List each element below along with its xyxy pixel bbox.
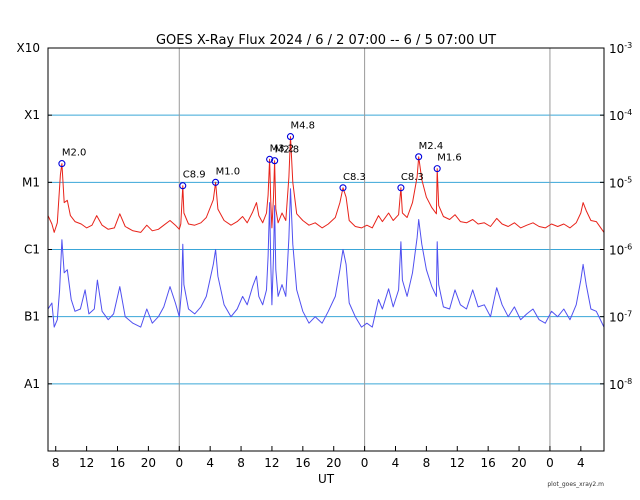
right-tick-base: 10 <box>609 378 624 392</box>
right-tick-base: 10 <box>609 311 624 325</box>
x-tick-label-12: 8 <box>423 456 431 470</box>
flare-label-1: C8.9 <box>183 170 206 181</box>
level-label-B1: B1 <box>24 310 40 324</box>
flare-marker-5 <box>286 133 295 141</box>
flare-marker-0 <box>58 160 66 168</box>
right-tick-label-1: 10-4 <box>609 108 632 123</box>
right-tick-exponent: -8 <box>624 377 632 386</box>
flare-label-4: M2.8 <box>275 145 300 156</box>
x-tick-label-3: 20 <box>141 456 156 470</box>
flare-label-0: M2.0 <box>62 148 87 159</box>
flare-label-6: C8.3 <box>343 172 366 183</box>
right-tick-base: 10 <box>609 244 624 258</box>
right-tick-label-0: 10-3 <box>609 41 632 56</box>
x-tick-label-4: 0 <box>175 456 183 470</box>
right-tick-exponent: -4 <box>624 108 632 117</box>
x-tick-label-9: 20 <box>326 456 341 470</box>
flare-markers-layer: M2.0 C8.9 M1.0 M3.2M2.8 M4.8 C8.3 C8.3 M2.4M1.6 <box>58 121 462 192</box>
flare-marker-6 <box>339 184 347 192</box>
x-tick-label-1: 12 <box>79 456 94 470</box>
footer-filename: plot_goes_xray2.m <box>547 481 604 488</box>
flare-label-2: M1.0 <box>216 166 241 177</box>
x-tick-label-8: 16 <box>295 456 310 470</box>
x-tick-label-0: 8 <box>52 456 60 470</box>
x-tick-label-11: 4 <box>392 456 400 470</box>
x-tick-label-15: 20 <box>511 456 526 470</box>
flare-marker-3 <box>266 155 274 163</box>
x-axis-label: UT <box>318 472 335 486</box>
level-label-A1: A1 <box>24 377 40 391</box>
x-tick-label-7: 12 <box>264 456 279 470</box>
level-label-X1: X1 <box>24 108 40 122</box>
x-tick-label-13: 12 <box>450 456 465 470</box>
x-tick-label-17: 4 <box>577 456 585 470</box>
right-tick-label-5: 10-8 <box>609 377 632 392</box>
series-layer <box>47 136 605 328</box>
grid-layer <box>48 48 604 451</box>
level-label-C1: C1 <box>24 243 40 257</box>
right-tick-base: 10 <box>609 42 624 56</box>
x-tick-label-14: 16 <box>481 456 496 470</box>
level-label-M1: M1 <box>22 175 40 189</box>
flare-marker-4 <box>271 157 279 165</box>
right-tick-label-4: 10-7 <box>609 310 632 325</box>
right-tick-base: 10 <box>609 109 624 123</box>
flare-marker-8 <box>415 153 423 161</box>
right-tick-base: 10 <box>609 176 624 190</box>
right-tick-exponent: -5 <box>624 175 632 184</box>
x-tick-label-16: 0 <box>546 456 554 470</box>
right-tick-exponent: -7 <box>624 310 632 319</box>
series-line-1 <box>47 188 605 328</box>
right-tick-exponent: -3 <box>624 41 632 50</box>
flare-marker-9 <box>433 165 441 173</box>
series-line-0 <box>47 136 605 233</box>
x-tick-label-10: 0 <box>361 456 369 470</box>
x-tick-label-2: 16 <box>110 456 125 470</box>
flare-label-7: C8.3 <box>401 172 424 183</box>
level-label-X10: X10 <box>17 41 41 55</box>
flare-marker-2 <box>212 178 220 186</box>
right-tick-label-2: 10-5 <box>609 175 632 190</box>
flare-label-5: M4.8 <box>290 121 315 132</box>
x-tick-label-5: 4 <box>206 456 214 470</box>
flare-label-8: M2.4 <box>419 141 444 152</box>
flare-label-9: M1.6 <box>437 153 462 164</box>
chart-title: GOES X-Ray Flux 2024 / 6 / 2 07:00 -- 6 … <box>156 33 496 48</box>
flare-marker-7 <box>397 184 405 192</box>
right-tick-label-3: 10-6 <box>609 243 632 258</box>
flare-label-3: M3.2 <box>270 143 295 154</box>
right-tick-exponent: -6 <box>624 243 632 252</box>
x-tick-label-6: 8 <box>237 456 245 470</box>
flare-marker-1 <box>179 182 187 190</box>
